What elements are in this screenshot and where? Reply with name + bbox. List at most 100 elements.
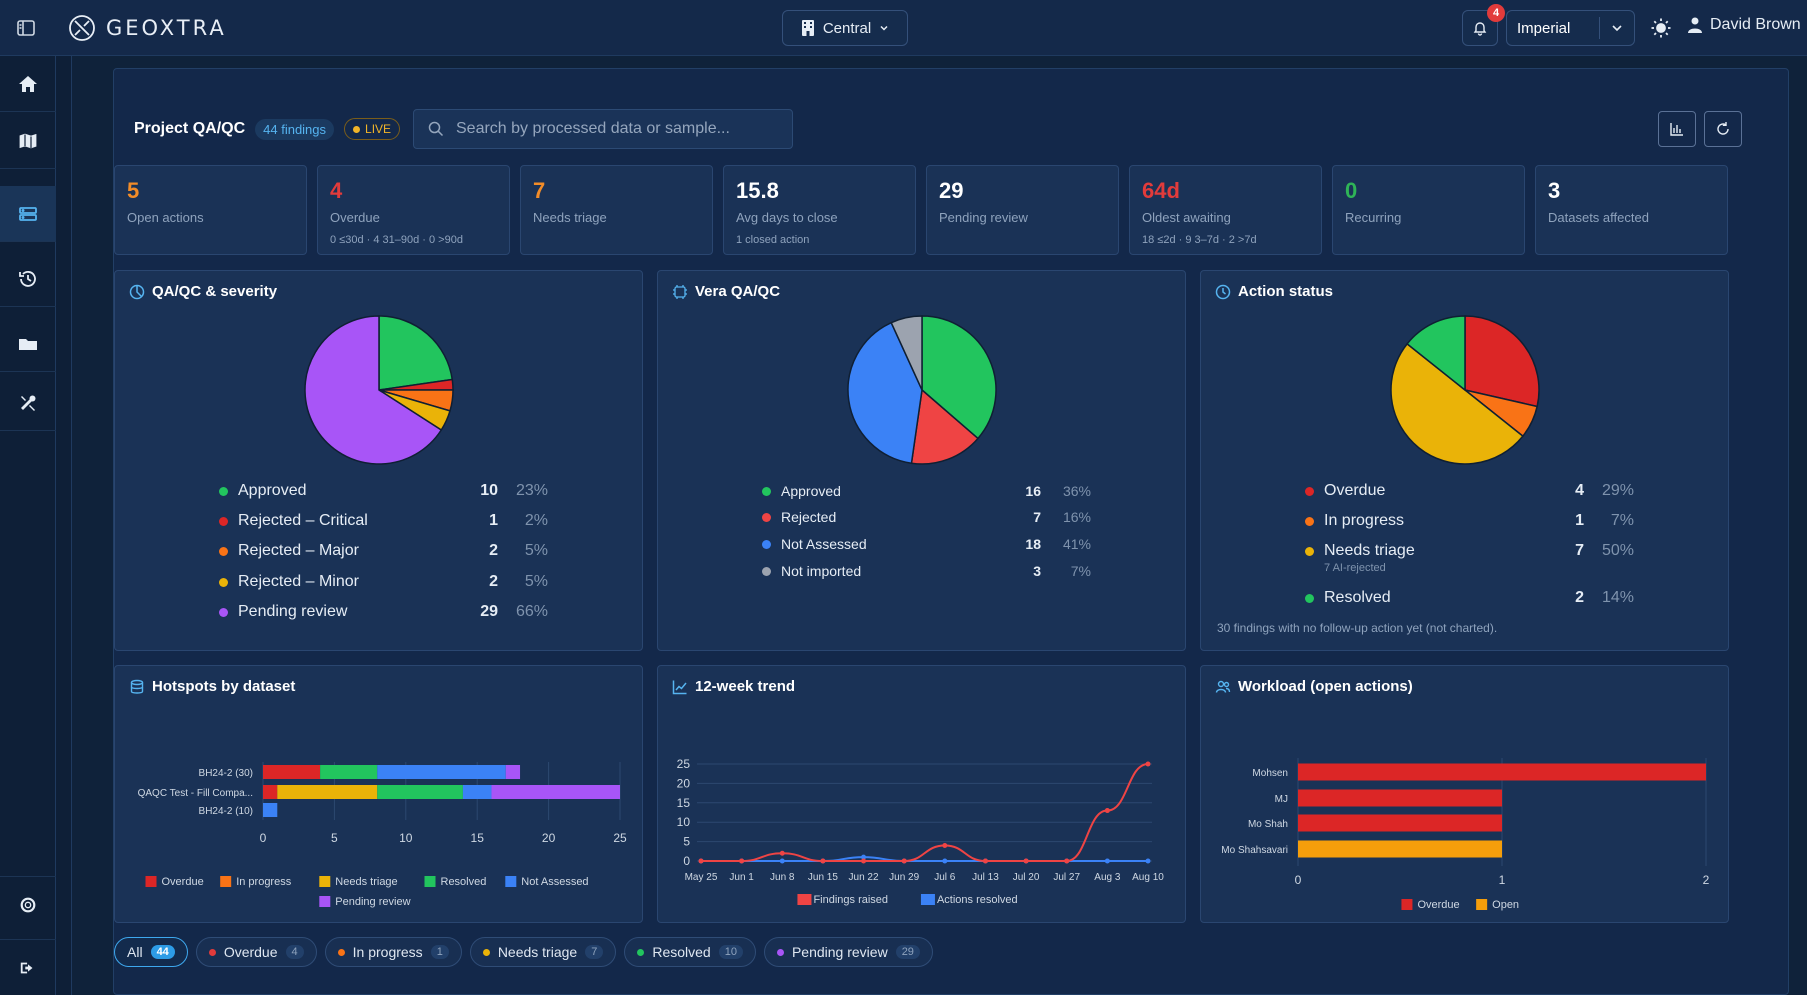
sidebar-toggle-icon[interactable] xyxy=(16,18,36,38)
data-point[interactable] xyxy=(942,858,948,864)
legend-item[interactable]: In progress 1 7% xyxy=(1305,512,1634,530)
bar-segment[interactable] xyxy=(377,785,463,799)
data-point[interactable] xyxy=(1104,858,1110,864)
data-point[interactable] xyxy=(1064,858,1070,864)
bar-segment[interactable] xyxy=(491,785,620,799)
data-point[interactable] xyxy=(820,858,826,864)
sidebar xyxy=(0,56,56,995)
user-name: David Brown xyxy=(1710,16,1801,33)
filter-chip-in-progress[interactable]: In progress 1 xyxy=(324,937,462,967)
filter-chip-resolved[interactable]: Resolved 10 xyxy=(624,937,756,967)
legend-label: Overdue xyxy=(162,876,204,888)
legend-item[interactable]: Resolved 2 14% xyxy=(1305,589,1634,607)
site-selector[interactable]: Central xyxy=(782,10,908,46)
data-point[interactable] xyxy=(1145,858,1151,864)
legend-item[interactable]: Not imported 3 7% xyxy=(762,563,1091,579)
data-point[interactable] xyxy=(1104,808,1110,814)
kpi-label: Avg days to close xyxy=(736,210,838,225)
bar-segment[interactable] xyxy=(263,803,278,817)
bar[interactable] xyxy=(1298,814,1502,832)
kpi-label: Needs triage xyxy=(533,210,607,225)
pie-slice[interactable] xyxy=(378,315,454,391)
legend-item[interactable]: Rejected – Critical 1 2% xyxy=(219,512,548,530)
kpi-value: 15.8 xyxy=(736,178,779,203)
data-point[interactable] xyxy=(982,858,988,864)
legend-item[interactable]: Rejected – Minor 2 5% xyxy=(219,573,548,591)
legend-swatch xyxy=(319,896,331,907)
notifications-button[interactable]: 4 xyxy=(1462,4,1505,46)
pie-slice[interactable] xyxy=(1390,342,1524,465)
chip-count: 1 xyxy=(430,945,449,959)
legend-percent: 2% xyxy=(524,512,548,529)
y-tick-label: 25 xyxy=(677,757,691,771)
bar-segment[interactable] xyxy=(377,765,506,779)
units-dropdown-toggle[interactable] xyxy=(1600,21,1634,35)
legend-item[interactable]: Approved 10 23% xyxy=(219,482,548,500)
sidebar-item-map[interactable] xyxy=(0,113,56,169)
pie-slice[interactable] xyxy=(847,321,923,465)
data-point[interactable] xyxy=(901,858,907,864)
ai-chip-icon xyxy=(673,284,687,299)
legend-item[interactable]: Rejected – Major 2 5% xyxy=(219,542,548,560)
chip-count: 29 xyxy=(895,945,920,959)
category-label: BH24-2 (10) xyxy=(199,806,253,817)
home-icon xyxy=(19,75,37,92)
data-point[interactable] xyxy=(779,850,785,856)
bar[interactable] xyxy=(1298,763,1706,781)
sidebar-item-qaqc[interactable] xyxy=(0,186,56,242)
chip-label: Needs triage xyxy=(497,944,578,960)
theme-toggle-icon[interactable] xyxy=(1650,17,1672,39)
bar-segment[interactable] xyxy=(462,785,492,799)
pie-slice[interactable] xyxy=(921,315,997,440)
data-point[interactable] xyxy=(739,858,745,864)
sidebar-item-logout[interactable] xyxy=(0,939,56,995)
sidebar-item-home[interactable] xyxy=(0,56,56,112)
bar-segment[interactable] xyxy=(263,765,321,779)
filter-chip-pending-review[interactable]: Pending review 29 xyxy=(763,937,933,967)
bar-segment[interactable] xyxy=(505,765,521,779)
legend-item[interactable]: Not Assessed 18 41% xyxy=(762,536,1091,552)
legend-item[interactable]: Needs triage 7 50% xyxy=(1305,542,1634,560)
app-logo[interactable]: GEOXTRA xyxy=(68,14,227,42)
refresh-button[interactable] xyxy=(1704,111,1742,147)
pie-slice[interactable] xyxy=(890,315,923,391)
bar[interactable] xyxy=(1298,789,1502,807)
data-point[interactable] xyxy=(861,854,867,860)
legend-item[interactable]: Pending review 29 66% xyxy=(219,603,548,621)
filter-chip-all[interactable]: All 44 xyxy=(114,937,188,967)
legend-percent: 66% xyxy=(515,603,548,620)
legend-item[interactable]: Overdue 4 29% xyxy=(1305,482,1634,500)
data-point[interactable] xyxy=(1023,858,1029,864)
data-point[interactable] xyxy=(1145,761,1151,767)
units-selector[interactable]: Imperial xyxy=(1506,10,1635,46)
bar-segment[interactable] xyxy=(320,765,378,779)
card-vera-qaqc: Vera QA/QC Approved 16 36% Rejected 7 16% Not … xyxy=(657,270,1186,651)
pie-slice[interactable] xyxy=(1464,315,1540,408)
data-point[interactable] xyxy=(861,858,867,864)
pie-slice[interactable] xyxy=(1406,315,1466,392)
x-tick-label: Jun 15 xyxy=(808,872,838,883)
sidebar-item-support[interactable] xyxy=(0,876,56,932)
pie-slice[interactable] xyxy=(304,315,443,465)
bar-segment[interactable] xyxy=(277,785,378,799)
legend-percent: 41% xyxy=(1062,536,1091,552)
filter-chip-needs-triage[interactable]: Needs triage 7 xyxy=(469,937,617,967)
sidebar-item-files[interactable] xyxy=(0,316,56,372)
filter-chip-overdue[interactable]: Overdue 4 xyxy=(195,937,317,967)
bar-segment[interactable] xyxy=(263,785,278,799)
sidebar-item-tools[interactable] xyxy=(0,375,56,431)
chart-view-button[interactable] xyxy=(1658,111,1696,147)
search-box[interactable] xyxy=(413,109,793,149)
search-input[interactable] xyxy=(456,120,776,138)
x-tick-label: Jul 20 xyxy=(1013,872,1040,883)
bar[interactable] xyxy=(1298,840,1502,858)
data-point[interactable] xyxy=(779,858,785,864)
pie-slice[interactable] xyxy=(910,388,979,465)
user-menu[interactable]: David Brown xyxy=(1688,16,1801,34)
sidebar-item-history[interactable] xyxy=(0,251,56,307)
legend-item[interactable]: Rejected 7 16% xyxy=(762,509,1091,525)
data-point[interactable] xyxy=(698,858,704,864)
data-point[interactable] xyxy=(942,842,948,848)
legend-item[interactable]: Approved 16 36% xyxy=(762,483,1091,499)
legend-count: 3 xyxy=(1033,563,1041,579)
